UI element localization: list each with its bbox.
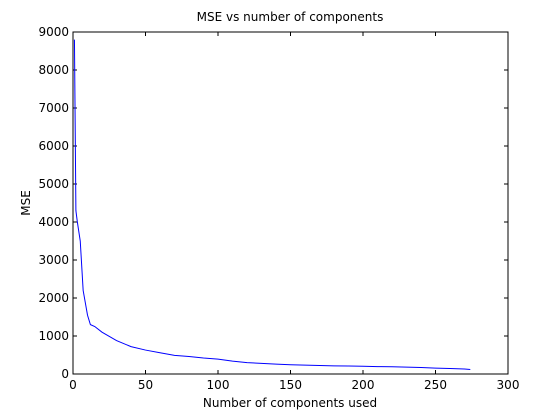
x-tick-label-150: 150 (279, 378, 302, 392)
y-tick-label-7000: 7000 (38, 101, 69, 115)
y-tick-label-4000: 4000 (38, 215, 69, 229)
chart-title: MSE vs number of components (197, 10, 384, 24)
y-axis-label: MSE (19, 190, 33, 216)
plot-frame (72, 31, 509, 375)
y-tick-label-0: 0 (61, 367, 69, 381)
x-tick-label-50: 50 (138, 378, 153, 392)
mse-series-line-0 (73, 39, 471, 370)
y-tick-label-3000: 3000 (38, 253, 69, 267)
plot-area: 0 50 100 150 200 250 3000100020003000400050006… (38, 25, 519, 392)
y-tick-label-8000: 8000 (38, 63, 69, 77)
x-tick-label-200: 200 (352, 378, 375, 392)
y-tick-label-6000: 6000 (38, 139, 69, 153)
y-tick-label-2000: 2000 (38, 291, 69, 305)
x-tick-label-100: 100 (207, 378, 230, 392)
y-tick-label-1000: 1000 (38, 329, 69, 343)
x-tick-label-250: 250 (424, 378, 447, 392)
y-tick-label-5000: 5000 (38, 177, 69, 191)
x-tick-label-300: 300 (497, 378, 520, 392)
x-axis-label: Number of components used (203, 396, 377, 410)
x-tick-label-0: 0 (69, 378, 77, 392)
y-tick-label-9000: 9000 (38, 25, 69, 39)
